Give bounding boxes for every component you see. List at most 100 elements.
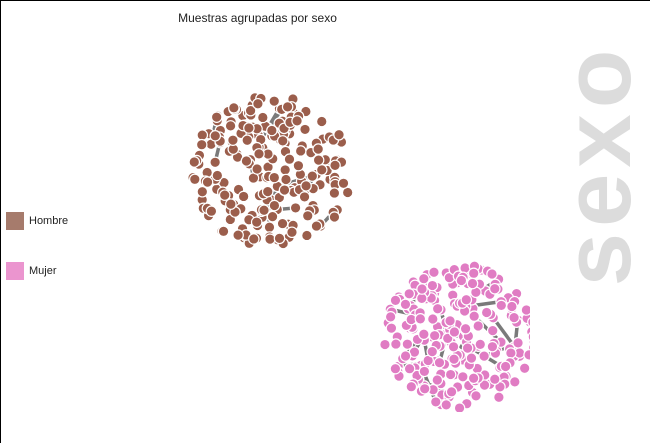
node-mujer [418,328,430,341]
node-mujer [428,329,441,342]
node-mujer [448,326,461,338]
node-mujer [426,279,439,292]
node-mujer [427,313,439,325]
node-hombre [258,204,270,217]
legend-swatch-hombre [6,212,24,230]
node-mujer [472,320,485,332]
node-hombre [211,169,224,182]
node-hombre [291,115,303,127]
legend-item-mujer[interactable]: Mujer [6,262,57,280]
node-hombre [240,155,253,167]
node-hombre [276,135,289,147]
node-mujer [470,390,482,402]
node-mujer [399,298,412,311]
node-mujer [465,352,478,364]
node-mujer [447,340,460,353]
node-hombre [209,130,222,142]
node-mujer [457,370,469,383]
node-mujer [418,383,431,395]
node-hombre [312,154,325,166]
node-mujer [508,311,520,324]
node-mujer [520,304,530,316]
node-mujer [499,360,512,373]
node-mujer [431,374,444,386]
node-mujer [486,324,499,337]
node-mujer [512,337,524,349]
node-mujer [453,402,466,412]
node-mujer [399,350,412,362]
cluster-nodes [187,92,530,412]
node-mujer [418,365,431,378]
legend-item-hombre[interactable]: Hombre [6,212,68,230]
node-hombre [188,156,201,168]
node-mujer [505,347,517,359]
node-hombre [196,185,209,198]
node-mujer [390,338,402,350]
node-mujer [418,272,430,285]
node-mujer [428,266,440,279]
node-mujer [523,349,530,361]
node-mujer [461,342,474,354]
node-mujer [460,293,473,306]
node-hombre [243,122,255,134]
node-hombre [227,134,239,146]
legend-swatch-mujer [6,262,24,280]
node-hombre [201,176,214,188]
node-hombre [264,233,276,245]
node-hombre [263,221,276,234]
node-hombre [299,123,311,136]
node-mujer [488,282,501,295]
legend-label-mujer: Mujer [29,265,57,277]
node-hombre [301,229,313,242]
node-mujer [384,311,397,323]
node-mujer [385,322,398,334]
node-mujer [444,315,456,327]
node-mujer [506,300,518,313]
node-hombre [273,232,286,245]
node-hombre [268,171,281,184]
node-hombre [268,95,281,107]
node-mujer [414,313,427,325]
node-hombre [228,102,240,114]
node-hombre [218,189,231,201]
node-hombre [257,111,269,124]
nodes-mujer [379,260,530,412]
node-hombre [312,143,324,155]
node-mujer [467,267,480,280]
node-hombre [261,185,274,198]
node-hombre [276,217,289,230]
legend-label-hombre: Hombre [29,215,69,227]
node-mujer [528,343,530,353]
node-hombre [217,225,230,238]
link [491,316,516,348]
node-hombre [333,128,345,141]
node-mujer [488,373,501,386]
node-mujer [474,338,487,351]
node-mujer [405,380,418,393]
node-hombre [210,111,223,123]
chart-title: Muestras agrupadas por sexo [178,11,337,25]
node-hombre [266,124,278,137]
node-hombre [329,159,341,172]
nodes-hombre [187,92,354,250]
node-mujer [401,338,414,350]
node-mujer [467,372,480,385]
node-hombre [195,138,208,151]
node-mujer [433,356,446,369]
node-hombre [298,191,311,203]
node-mujer [459,322,472,335]
node-mujer [389,294,402,307]
node-hombre [253,148,265,160]
node-hombre [196,129,209,141]
node-hombre [279,164,291,176]
node-mujer [518,362,530,375]
node-mujer [448,353,460,365]
node-hombre [244,104,257,117]
node-mujer [444,368,457,381]
node-hombre [286,226,298,239]
node-hombre [278,184,291,196]
node-mujer [527,332,530,342]
node-hombre [337,177,350,190]
node-hombre [252,97,264,110]
node-mujer [403,362,416,375]
